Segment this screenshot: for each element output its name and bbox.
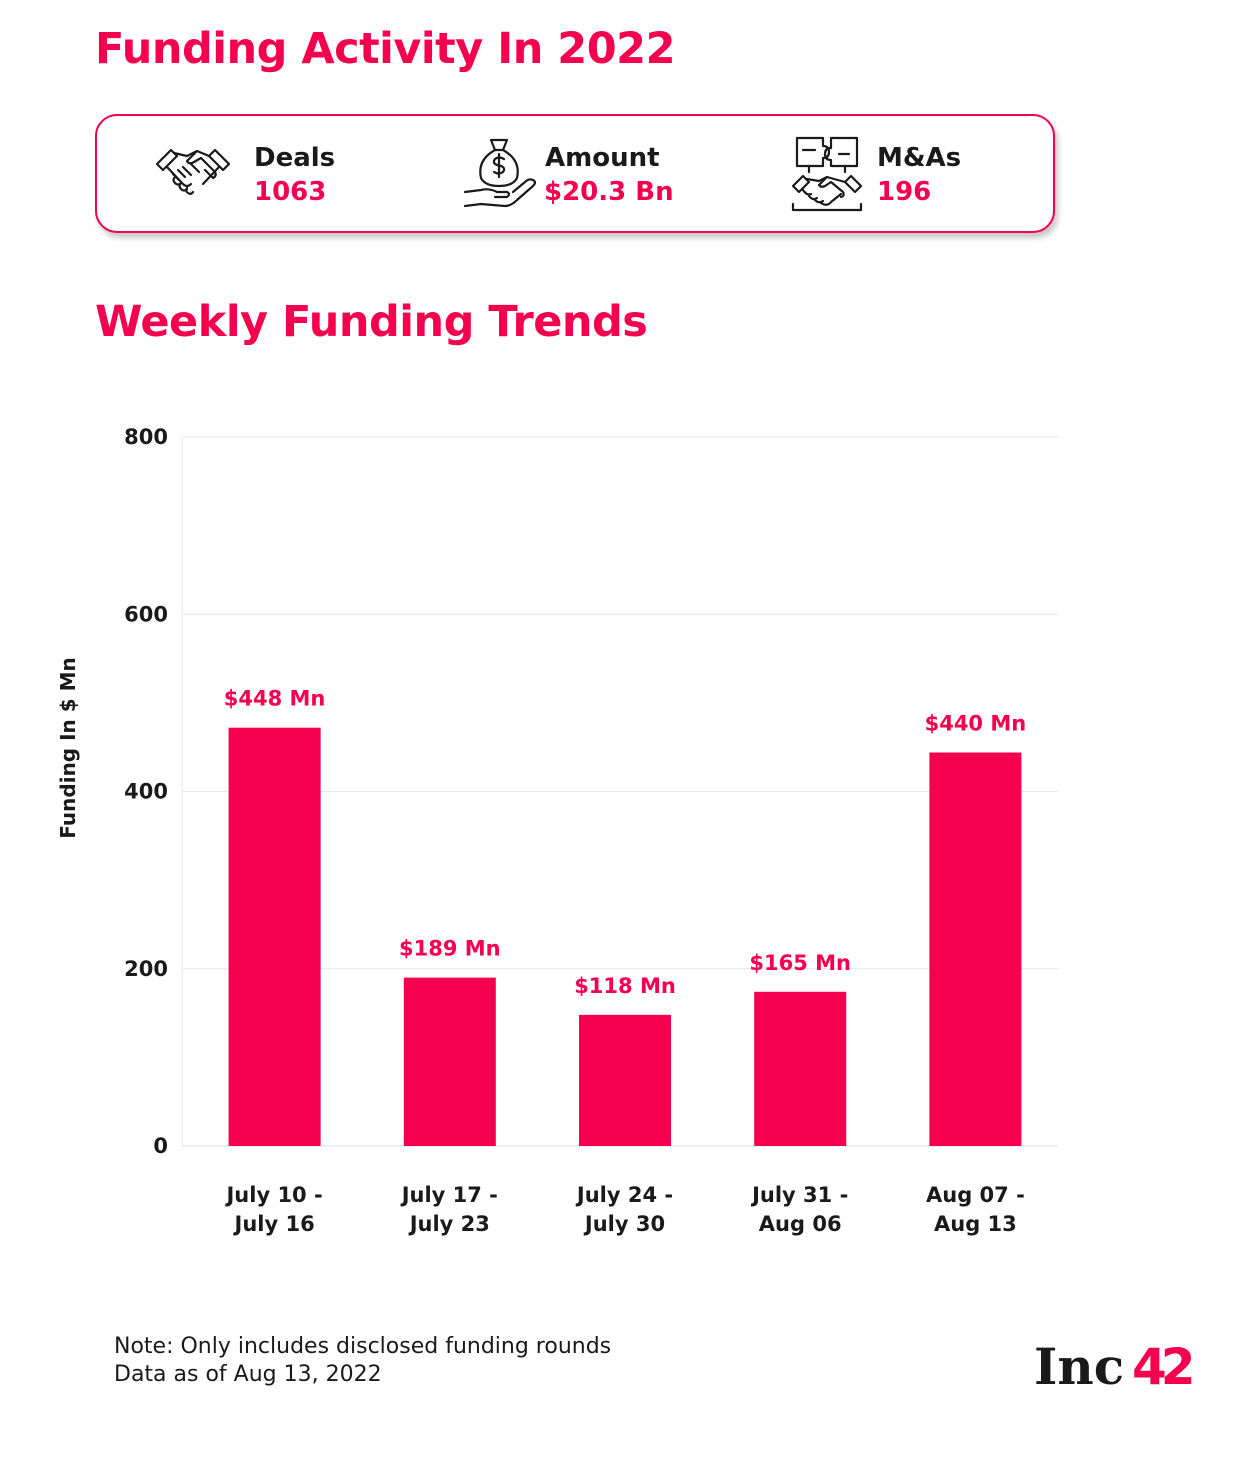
- footnote: Note: Only includes disclosed funding ro…: [114, 1334, 612, 1359]
- x-tick-label: Aug 07 -: [926, 1183, 1025, 1207]
- bar-data-label: $448 Mn: [224, 687, 326, 711]
- x-tick-label: Aug 06: [759, 1212, 842, 1236]
- bar-data-label: $118 Mn: [574, 974, 676, 998]
- inc42-logo: Inc 42: [1034, 1338, 1198, 1396]
- bar: [228, 727, 321, 1146]
- y-tick-label: 600: [124, 602, 168, 626]
- bar-data-label: $165 Mn: [749, 951, 851, 975]
- y-axis-title: Funding In $ Mn: [56, 657, 80, 839]
- bar: [579, 1014, 671, 1146]
- section-title: Weekly Funding Trends: [95, 297, 648, 347]
- svg-text:Inc: Inc: [1034, 1338, 1124, 1396]
- x-tick-label: July 31 -: [750, 1183, 848, 1207]
- x-tick-label: July 24 -: [575, 1183, 673, 1207]
- y-tick-label: 800: [124, 425, 168, 449]
- puzzle-handshake-icon: [791, 136, 863, 212]
- stat-deals-label: Deals: [254, 143, 336, 173]
- money-bag-hand-icon: [463, 138, 537, 208]
- stats-summary-card: Deals 1063 Amount $20.3 Bn: [95, 114, 1055, 233]
- x-tick-label: July 10 -: [224, 1183, 322, 1207]
- page-title: Funding Activity In 2022: [95, 24, 676, 74]
- handshake-icon: [155, 148, 231, 195]
- bar: [754, 991, 847, 1146]
- data-date-note: Data as of Aug 13, 2022: [114, 1362, 382, 1387]
- y-tick-label: 200: [124, 957, 168, 981]
- stat-mas-value: 196: [877, 177, 932, 207]
- bar: [929, 752, 1022, 1146]
- y-tick-label: 0: [153, 1134, 168, 1158]
- x-tick-label: July 30: [583, 1212, 665, 1236]
- stat-amount-label: Amount: [545, 143, 660, 173]
- bar-data-label: $189 Mn: [399, 937, 501, 961]
- x-tick-label: July 17 -: [400, 1183, 498, 1207]
- x-tick-label: July 23: [408, 1212, 490, 1236]
- svg-text:42: 42: [1132, 1338, 1192, 1396]
- bar-data-label: $440 Mn: [925, 712, 1027, 736]
- y-tick-label: 400: [124, 780, 168, 804]
- bar: [403, 977, 496, 1146]
- stat-mas-label: M&As: [877, 143, 962, 173]
- x-tick-label: July 16: [233, 1212, 315, 1236]
- stat-amount: Amount $20.3 Bn: [417, 116, 747, 231]
- stat-deals-value: 1063: [254, 177, 327, 207]
- x-tick-label: Aug 13: [934, 1212, 1017, 1236]
- weekly-funding-bar-chart: 0 200 400 600 800 Funding In $ Mn $448 Mn July …: [56, 425, 1058, 1236]
- stat-amount-value: $20.3 Bn: [544, 177, 674, 207]
- stat-mas: M&As 196: [747, 116, 1053, 231]
- stat-deals: Deals 1063: [97, 116, 417, 231]
